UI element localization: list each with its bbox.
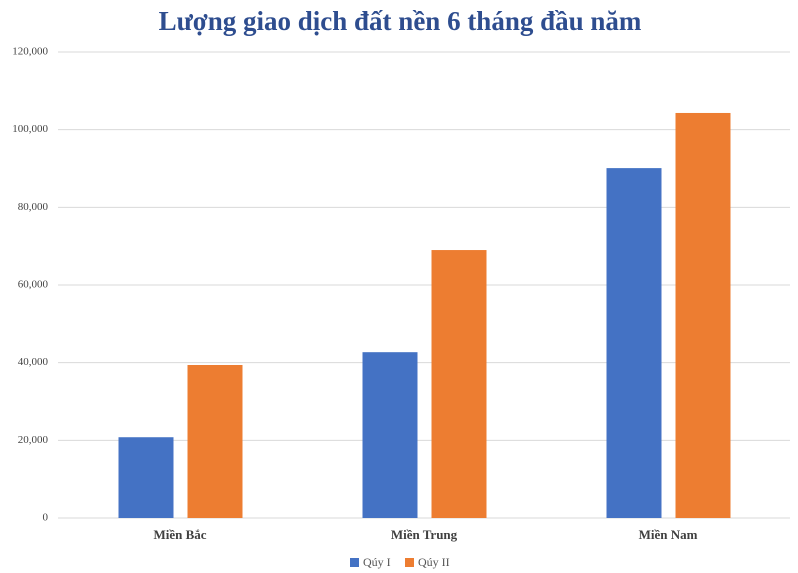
bar <box>675 112 731 519</box>
x-tick-label: Miền Bắc <box>153 527 206 542</box>
x-tick-label: Miền Trung <box>391 527 458 542</box>
legend-swatch <box>350 558 359 567</box>
y-tick-label: 40,000 <box>18 356 49 368</box>
bar <box>118 437 174 518</box>
x-tick-label: Miền Nam <box>639 527 698 542</box>
bar <box>606 168 662 518</box>
y-tick-label: 0 <box>43 512 49 524</box>
legend-swatch <box>405 558 414 567</box>
bar <box>431 250 487 519</box>
legend-label: Qúy II <box>418 555 450 569</box>
y-tick-label: 80,000 <box>18 201 49 213</box>
y-tick-label: 60,000 <box>18 279 49 291</box>
legend-label: Qúy I <box>363 555 391 569</box>
bar <box>187 364 243 518</box>
bar <box>362 352 418 518</box>
y-tick-label: 100,000 <box>12 123 48 135</box>
y-tick-label: 120,000 <box>12 46 48 58</box>
chart-title: Lượng giao dịch đất nền 6 tháng đầu năm <box>159 6 642 36</box>
y-tick-label: 20,000 <box>18 434 49 446</box>
